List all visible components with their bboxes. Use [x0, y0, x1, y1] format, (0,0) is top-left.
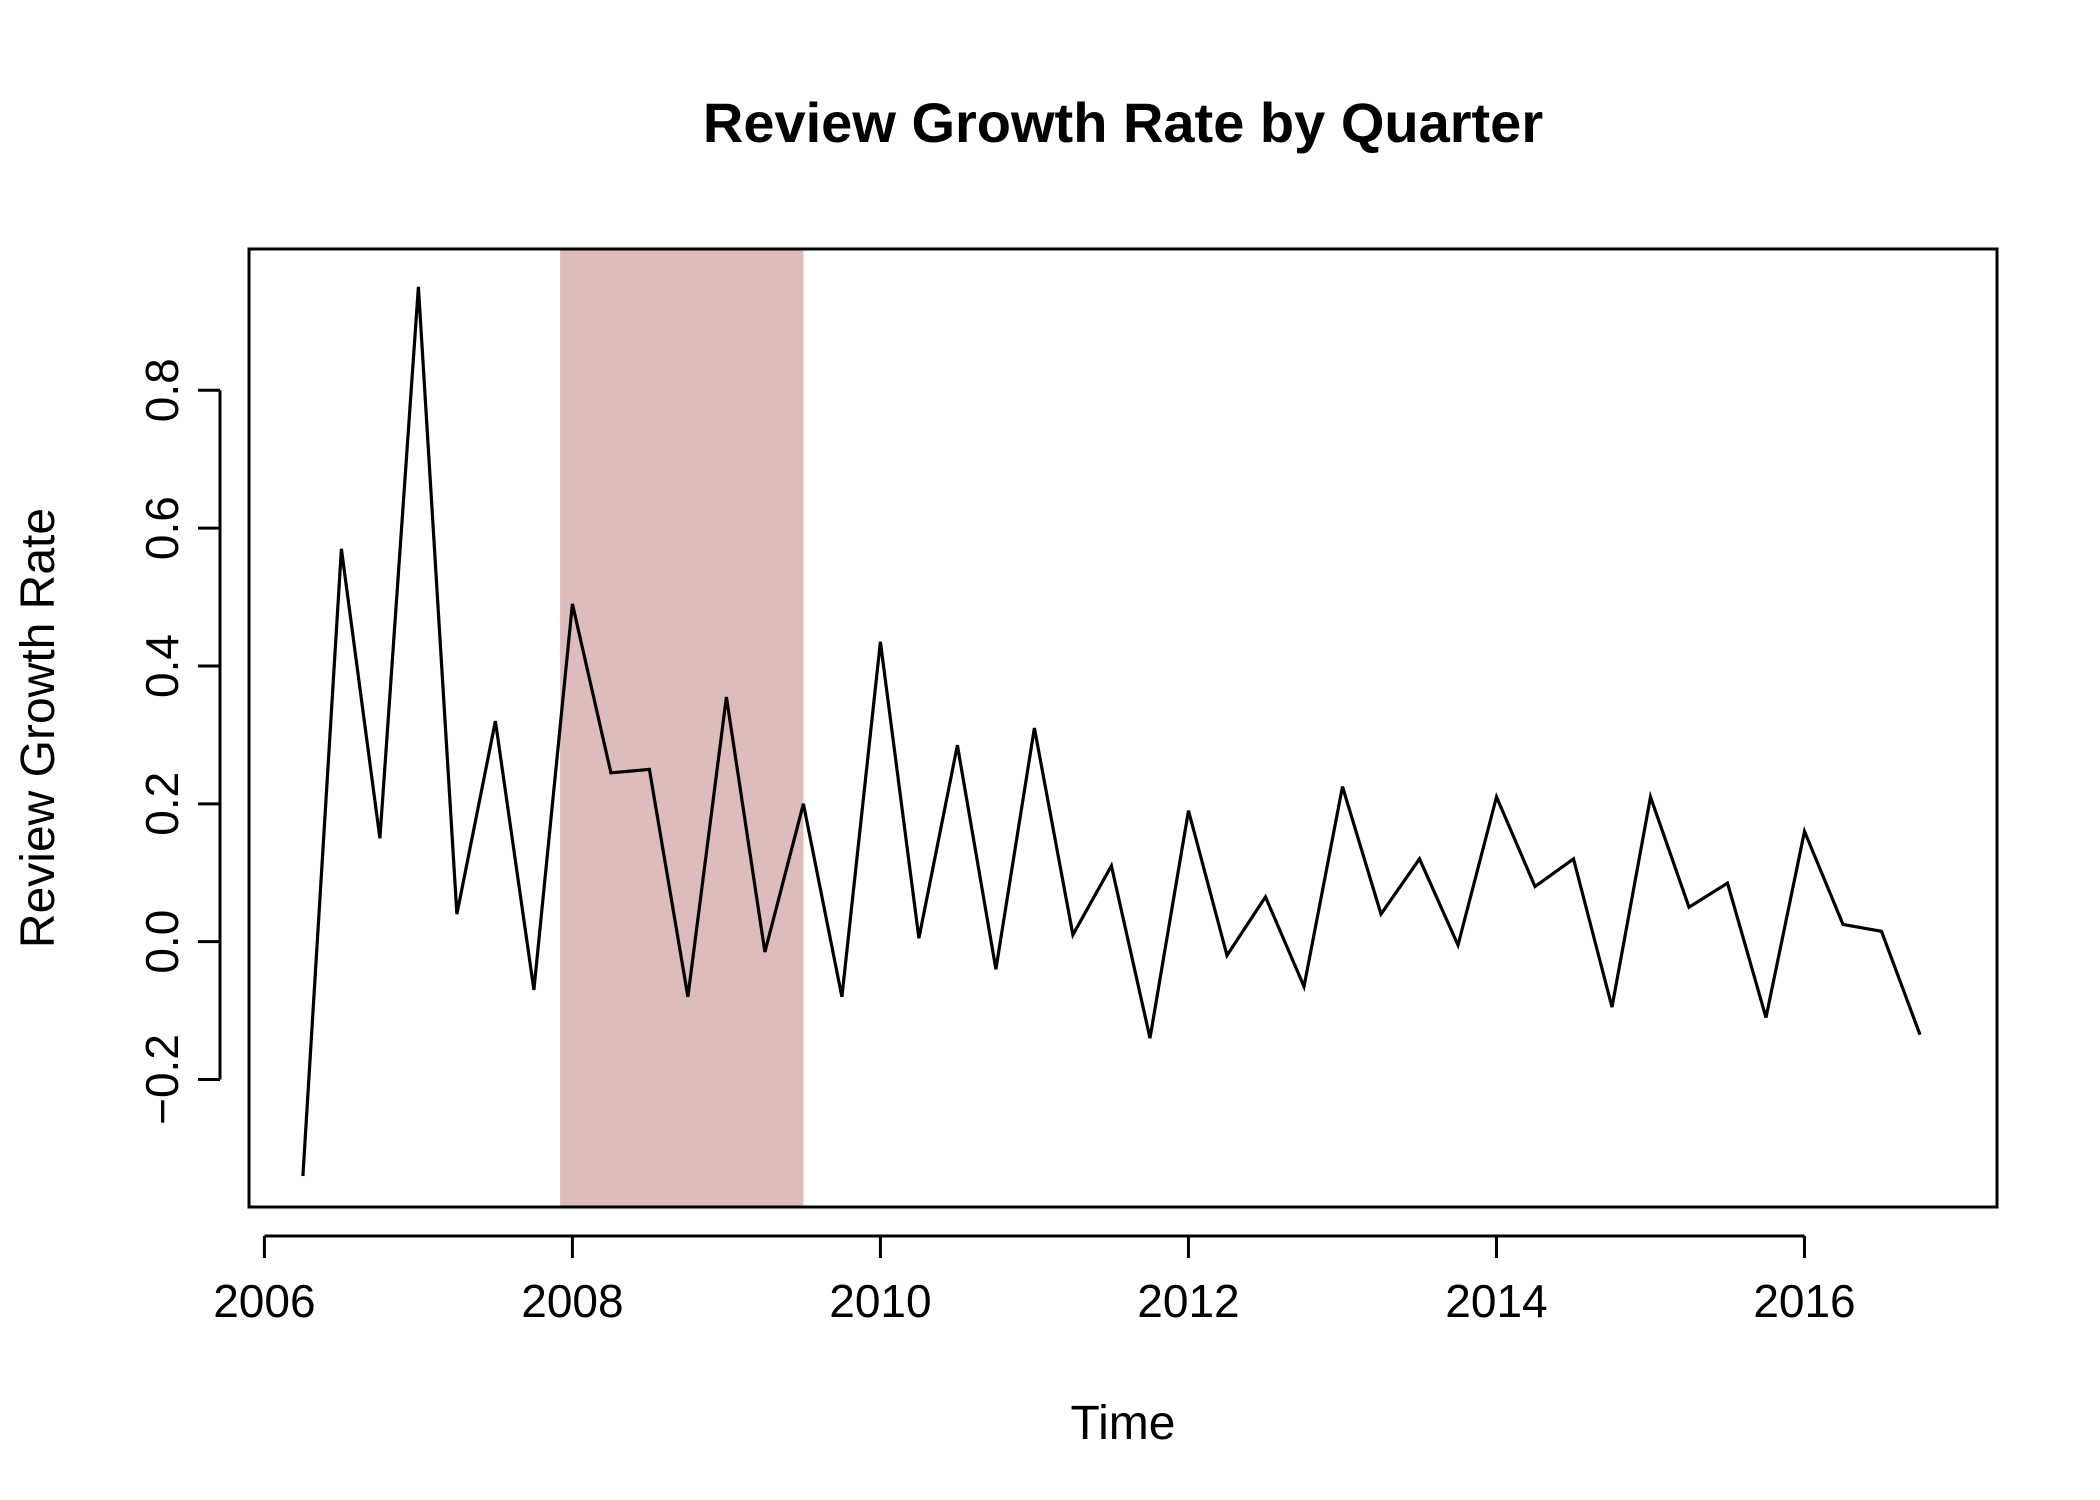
x-tick-label: 2008 [521, 1275, 623, 1327]
shaded-region [560, 249, 804, 1207]
series-layer [301, 286, 1922, 1177]
y-tick-label: 0.6 [136, 496, 188, 560]
y-tick-label: 0.0 [136, 910, 188, 974]
y-tick-label: −0.2 [136, 1034, 188, 1125]
y-tick-label: 0.8 [136, 358, 188, 422]
y-axis-label: Review Growth Rate [12, 508, 65, 948]
x-axis-label: Time [1071, 1397, 1176, 1450]
y-tick-label: 0.2 [136, 772, 188, 836]
x-tick-label: 2014 [1445, 1275, 1547, 1327]
x-tick-label: 2006 [213, 1275, 315, 1327]
y-axis: −0.2 0.0 0.2 0.4 0.6 0.8 [136, 358, 222, 1125]
y-tick-label: 0.4 [136, 634, 188, 698]
x-tick-label: 2012 [1137, 1275, 1239, 1327]
x-tick-label: 2010 [829, 1275, 931, 1327]
chart-title: Review Growth Rate by Quarter [703, 91, 1543, 154]
shaded-region-layer [560, 249, 804, 1207]
x-tick-label: 2016 [1753, 1275, 1855, 1327]
series-line-0 [301, 286, 1922, 1177]
x-axis: 2006 2008 2010 2012 2014 2016 [213, 1234, 1856, 1327]
plot-frame [247, 247, 1999, 1209]
